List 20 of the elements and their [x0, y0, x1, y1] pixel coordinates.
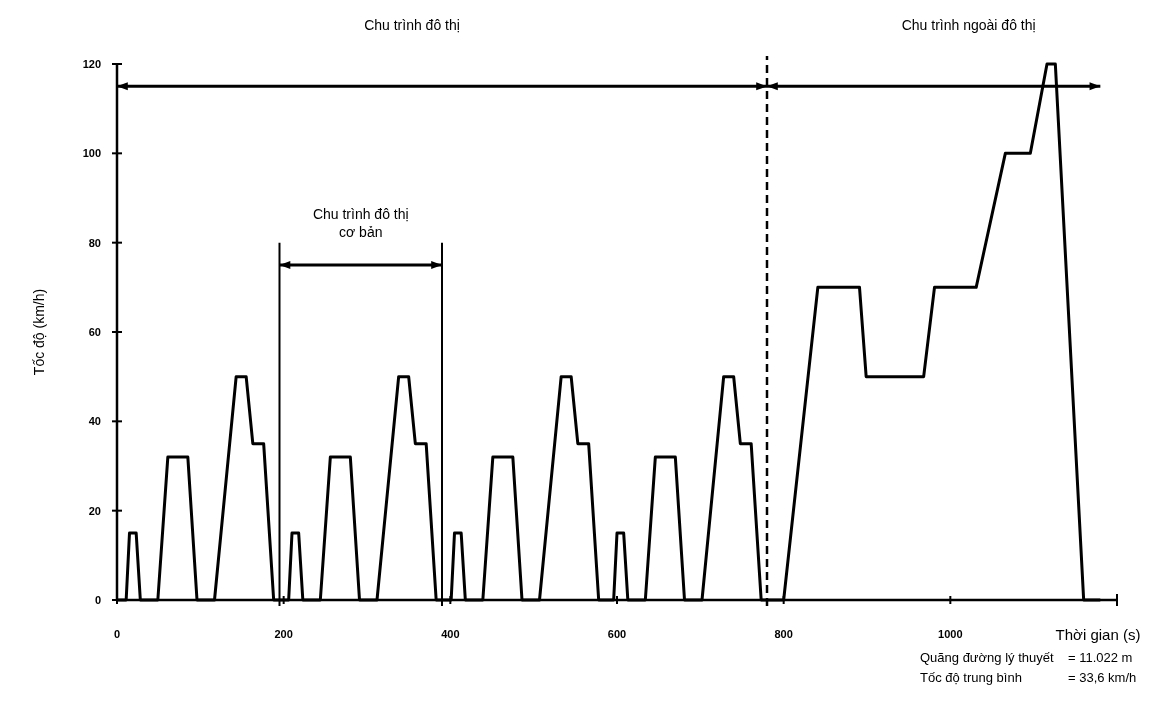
y-tick-label: 60: [88, 326, 101, 338]
y-tick-label: 40: [88, 415, 101, 428]
text: Chu trình ngoài đô thị: [901, 17, 1036, 33]
x-tick-label: 800: [774, 628, 793, 640]
x-tick-label: 0: [113, 628, 121, 640]
y-tick-label: 120: [82, 58, 101, 70]
y-tick-label: 100: [82, 147, 101, 160]
x-tick-label: 1000: [938, 628, 963, 640]
text: Tốc độ trung bình = 33,6 km/h: [920, 670, 1137, 685]
y-tick-label: 20: [88, 504, 101, 517]
x-axis-title: Thời gian (s): [1055, 626, 1141, 643]
y-tick-label: 0: [94, 594, 101, 606]
text: Chu trình đô thị: [364, 17, 460, 33]
x-tick-label: 200: [274, 628, 293, 640]
text: Quãng đường lý thuyết = 11.022 m: [920, 650, 1133, 665]
x-tick-label: 600: [607, 628, 627, 640]
y-tick-label: 80: [88, 236, 101, 249]
x-tick-label: 400: [441, 628, 460, 640]
annotation: Chu trình đô thị cơ bản: [312, 206, 409, 240]
y-axis-title: Tốc độ (km/h): [31, 288, 47, 376]
